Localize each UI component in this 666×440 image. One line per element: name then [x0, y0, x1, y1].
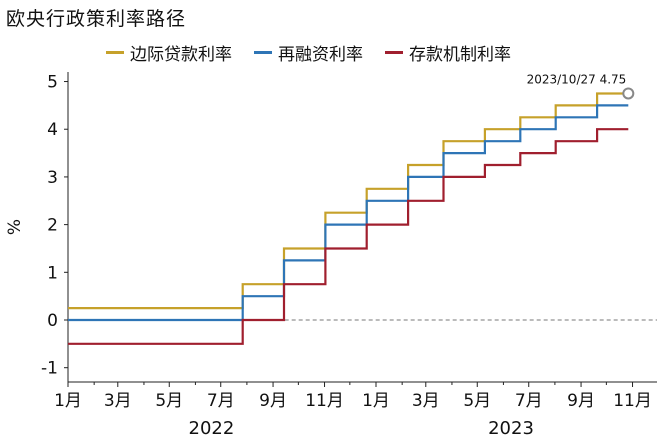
year-label-2023: 2023: [488, 418, 534, 439]
legend-label-dfr: 存款机制利率: [409, 45, 511, 65]
x-tick-label: 7月: [515, 391, 543, 411]
x-tick-label: 1月: [54, 391, 82, 411]
legend-swatch-mro: [254, 51, 272, 54]
x-tick-label: 3月: [104, 391, 132, 411]
y-tick-label: 4: [47, 120, 58, 140]
legend-item-dfr: 存款机制利率: [385, 40, 511, 65]
legend-label-mro: 再融资利率: [278, 45, 363, 65]
y-tick-label: 3: [47, 168, 58, 188]
y-tick-label: 0: [47, 311, 58, 331]
chart-title: 欧央行政策利率路径: [6, 8, 187, 30]
legend-item-mlf: 边际贷款利率: [106, 40, 232, 65]
legend-swatch-dfr: [385, 51, 403, 54]
y-axis-label: %: [5, 219, 25, 235]
y-tick-label: 2: [47, 216, 58, 236]
series-line-dfr: [68, 128, 629, 345]
series-line-mlf: [68, 92, 629, 310]
legend: 边际贷款利率 再融资利率 存款机制利率: [106, 40, 511, 65]
year-label-2022: 2022: [189, 418, 235, 439]
series-line-mro: [68, 104, 629, 322]
x-tick-label: 9月: [567, 391, 595, 411]
x-tick-label: 7月: [207, 391, 235, 411]
y-tick-label: -1: [41, 359, 58, 379]
annotation-label: 2023/10/27 4.75: [527, 72, 627, 86]
x-tick-label: 1月: [362, 391, 390, 411]
annotation-marker: [622, 87, 635, 100]
x-tick-label: 3月: [412, 391, 440, 411]
x-tick-label: 11月: [305, 391, 344, 411]
legend-item-mro: 再融资利率: [254, 40, 363, 65]
legend-swatch-mlf: [106, 51, 124, 54]
x-tick-label: 9月: [259, 391, 287, 411]
legend-label-mlf: 边际贷款利率: [130, 45, 232, 65]
y-tick-label: 1: [47, 263, 58, 283]
y-tick-label: 5: [47, 73, 58, 93]
x-tick-label: 5月: [155, 391, 183, 411]
x-tick-label: 5月: [463, 391, 491, 411]
x-tick-label: 11月: [613, 391, 652, 411]
